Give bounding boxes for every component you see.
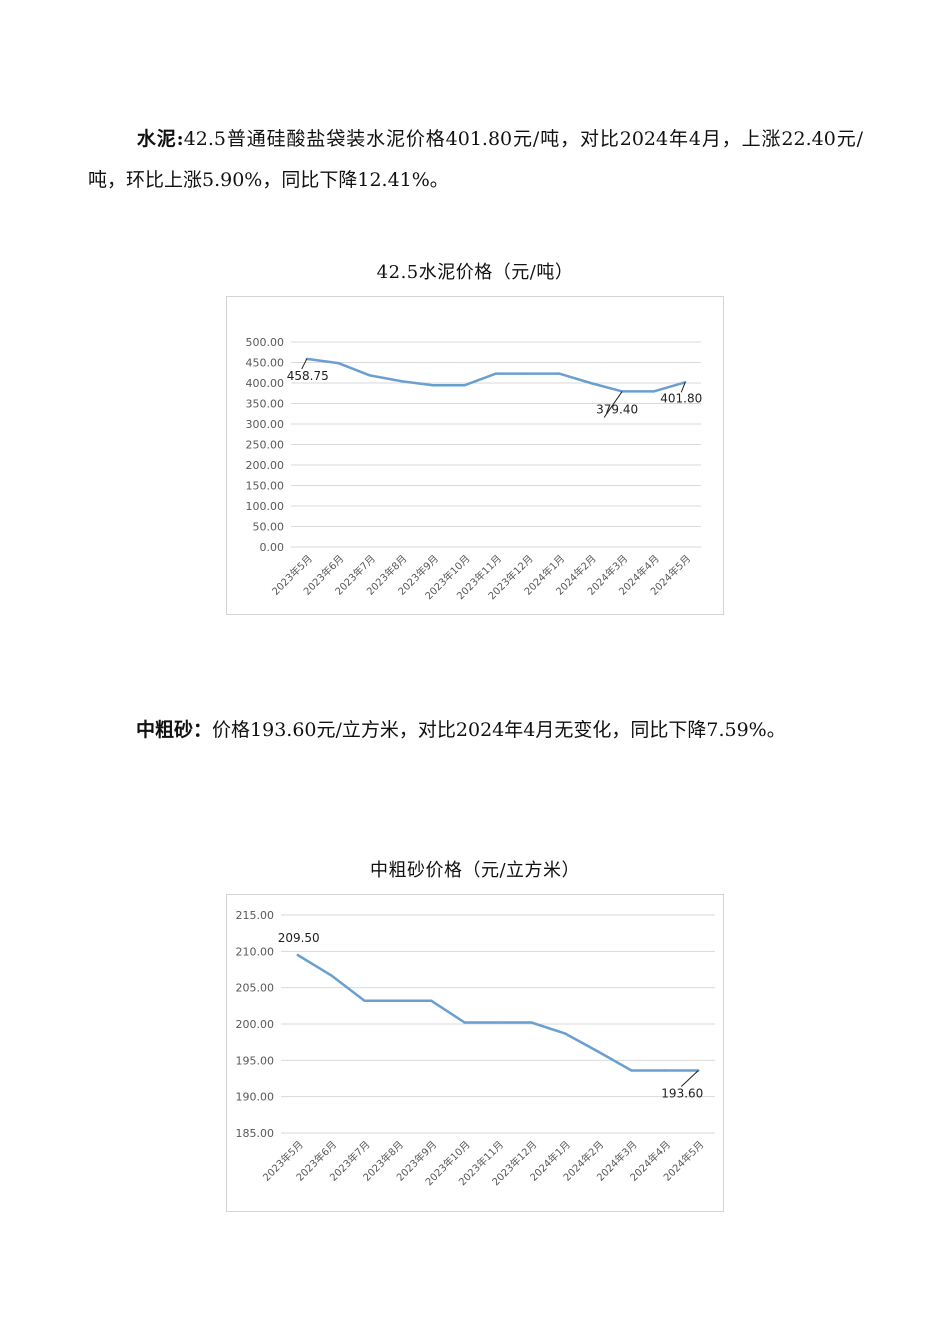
- data-point: [563, 1032, 566, 1035]
- sand-text: 价格193.60元/立方米，对比2024年4月无变化，同比下降7.59%。: [212, 719, 786, 741]
- sand-chart-title: 中粗砂价格（元/立方米）: [369, 860, 581, 881]
- cement-text: 42.5普通硅酸盐袋装水泥价格401.80元/吨，对比2024年4月，上涨22.…: [88, 128, 863, 191]
- y-tick-label: 350.00: [246, 398, 285, 411]
- y-tick-label: 215.00: [236, 909, 275, 922]
- data-point: [589, 381, 592, 385]
- sand-label-sep: ：: [193, 719, 213, 741]
- series-line: [297, 953, 699, 1072]
- y-tick-label: 185.00: [236, 1127, 275, 1140]
- data-point: [652, 390, 655, 393]
- series-line: [306, 357, 686, 393]
- data-point: [329, 974, 333, 977]
- leader-line: [301, 358, 308, 370]
- data-point: [663, 1069, 667, 1072]
- sand-chart-svg: 185.00 190.00 195.00 200.00 205.00 210.00 215.…: [236, 909, 715, 1188]
- sand-chart: 185.00 190.00 195.00 200.00 205.00 210.00 215.…: [226, 894, 724, 1212]
- data-point: [463, 1021, 466, 1024]
- y-tick-label: 100.00: [246, 500, 285, 513]
- cement-chart: 0.00 50.00 100.00 150.00 200.00 250.00 300.00 3…: [226, 296, 724, 615]
- y-tick-label: 195.00: [236, 1054, 275, 1067]
- data-point: [496, 1021, 500, 1024]
- y-tick-label: 400.00: [246, 377, 285, 390]
- data-point: [530, 1021, 533, 1024]
- data-label: 401.80: [660, 391, 702, 405]
- data-point: [630, 1069, 633, 1072]
- sand-paragraph: 中粗砂：价格193.60元/立方米，对比2024年4月无变化，同比下降7.59%…: [88, 710, 863, 751]
- y-tick-label: 200.00: [246, 459, 285, 472]
- data-point: [396, 999, 400, 1002]
- y-tick-label: 450.00: [246, 357, 285, 370]
- cement-paragraph: 水泥:42.5普通硅酸盐袋装水泥价格401.80元/吨，对比2024年4月，上涨…: [88, 119, 863, 201]
- y-tick-label: 205.00: [236, 982, 275, 995]
- leader-line: [603, 391, 623, 418]
- cement-chart-title: 42.5水泥价格（元/吨）: [376, 262, 574, 283]
- y-tick-label: 190.00: [236, 1091, 275, 1104]
- y-tick-label: 500.00: [246, 336, 285, 349]
- data-point: [400, 379, 403, 383]
- cement-label: 水泥: [136, 128, 177, 150]
- data-label: 209.50: [278, 931, 320, 945]
- data-point: [296, 953, 299, 957]
- data-point: [363, 999, 366, 1002]
- y-tick-label: 300.00: [246, 418, 285, 431]
- leader-line: [680, 382, 686, 393]
- y-tick-label: 250.00: [246, 439, 285, 452]
- data-label: 379.40: [596, 402, 638, 416]
- leader-line: [680, 1070, 699, 1087]
- data-point: [337, 361, 340, 365]
- data-point: [463, 384, 466, 387]
- data-point: [596, 1050, 600, 1053]
- data-label: 458.75: [287, 369, 329, 383]
- data-point: [368, 374, 372, 377]
- y-tick-label: 50.00: [253, 521, 285, 534]
- data-point: [557, 372, 561, 375]
- y-tick-label: 0.00: [260, 541, 285, 554]
- data-point: [431, 384, 435, 387]
- data-label: 193.60: [661, 1087, 703, 1101]
- y-tick-label: 150.00: [246, 480, 285, 493]
- cement-label-sep: :: [176, 128, 184, 150]
- data-point: [494, 372, 498, 375]
- sand-label: 中粗砂: [136, 719, 194, 741]
- data-point: [430, 999, 433, 1002]
- y-tick-label: 210.00: [236, 945, 275, 958]
- data-point: [526, 372, 529, 375]
- cement-chart-svg: 0.00 50.00 100.00 150.00 200.00 250.00 300.00 3…: [246, 336, 703, 602]
- y-tick-label: 200.00: [236, 1018, 275, 1031]
